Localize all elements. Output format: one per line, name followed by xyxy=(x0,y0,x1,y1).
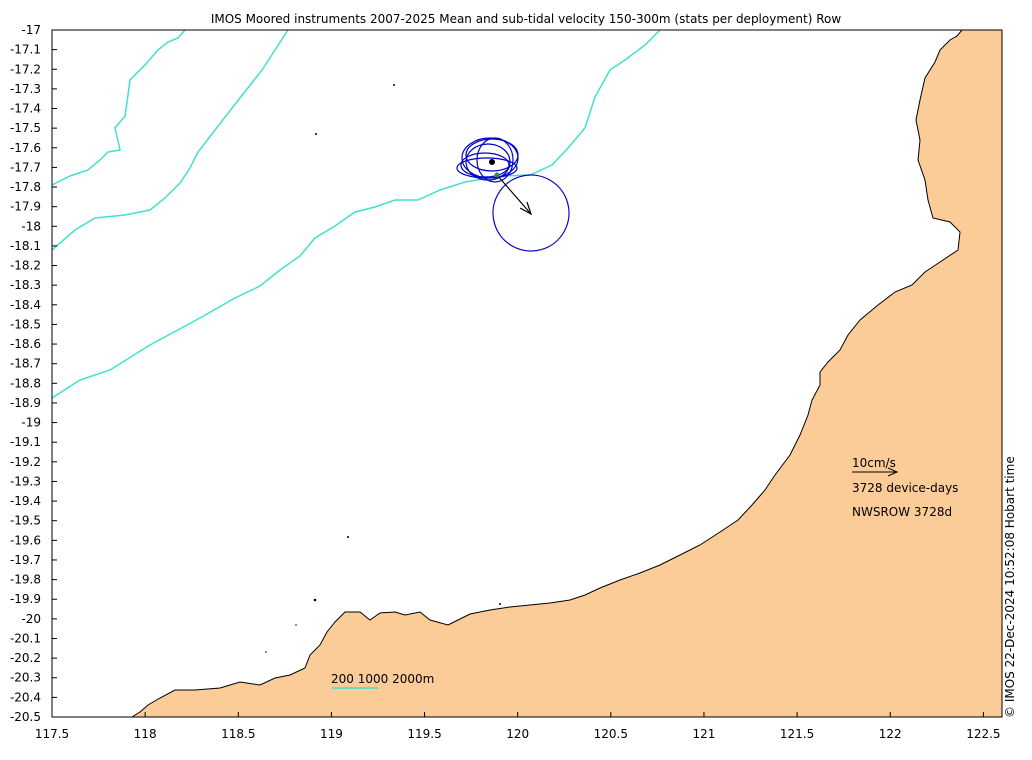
ellipse-main xyxy=(492,174,570,252)
y-tick-label: -18.5 xyxy=(10,317,41,331)
y-tick-label: -18.6 xyxy=(10,337,41,351)
x-tick-label: 120.5 xyxy=(594,727,628,741)
ellipse-4 xyxy=(460,152,510,178)
y-tick-label: -18.8 xyxy=(10,376,41,390)
y-tick-label: -18.3 xyxy=(10,278,41,292)
credit-label: © IMOS 22-Dec-2024 10:52:08 Hobart time xyxy=(1003,456,1017,718)
y-tick-label: -19.2 xyxy=(10,455,41,469)
x-tick-label: 118 xyxy=(134,727,157,741)
y-tick-label: -18 xyxy=(21,219,41,233)
plot-frame xyxy=(51,29,1003,718)
y-tick-label: -17.5 xyxy=(10,121,41,135)
isobaths xyxy=(51,29,661,399)
y-tick-label: -17.3 xyxy=(10,82,41,96)
y-tick-label: -20.5 xyxy=(10,710,41,724)
y-tick-label: -17.4 xyxy=(10,102,41,116)
y-tick-label: -17.7 xyxy=(10,160,41,174)
ellipse-3 xyxy=(465,138,519,172)
y-tick-label: -19.1 xyxy=(10,435,41,449)
y-tick-label: -18.1 xyxy=(10,239,41,253)
y-tick-label: -18.9 xyxy=(10,396,41,410)
chart-title: IMOS Moored instruments 2007-2025 Mean a… xyxy=(211,12,842,26)
x-axis: 117.5 118 118.5 119 119.5 120 120.5 121 121.5 122… xyxy=(35,712,1001,741)
y-tick-label: -17.1 xyxy=(10,43,41,57)
x-tick-label: 118.5 xyxy=(221,727,255,741)
x-tick-label: 119 xyxy=(320,727,343,741)
x-tick-label: 122 xyxy=(879,727,902,741)
y-tick-label: -19.8 xyxy=(10,573,41,587)
y-axis: -17 -17.1 -17.2 -17.3 -17.4 -17.5 -17.6 -17.7 -1… xyxy=(10,23,57,724)
device-days-label: 3728 device-days xyxy=(852,481,958,495)
y-tick-label: -19.6 xyxy=(10,533,41,547)
y-tick-label: -20.4 xyxy=(10,690,41,704)
x-tick-label: 119.5 xyxy=(407,727,441,741)
y-tick-label: -19.5 xyxy=(10,514,41,528)
y-tick-label: -19.7 xyxy=(10,553,41,567)
y-tick-label: -19.9 xyxy=(10,592,41,606)
y-tick-label: -20.1 xyxy=(10,631,41,645)
x-tick-label: 121.5 xyxy=(780,727,814,741)
scale-arrow xyxy=(852,467,899,477)
ellipse-5 xyxy=(476,137,514,183)
velocity-ellipses xyxy=(456,137,570,252)
y-tick-label: -19.4 xyxy=(10,494,41,508)
islets xyxy=(265,84,501,653)
ellipse-6 xyxy=(456,157,518,179)
y-tick-label: -17 xyxy=(21,23,41,37)
y-tick-label: -17.6 xyxy=(10,141,41,155)
x-tick-label: 120 xyxy=(506,727,529,741)
y-tick-label: -19.3 xyxy=(10,474,41,488)
y-tick-label: -17.2 xyxy=(10,62,41,76)
y-tick-label: -20.3 xyxy=(10,671,41,685)
x-tick-label: 121 xyxy=(693,727,716,741)
y-tick-label: -20.2 xyxy=(10,651,41,665)
y-tick-label: -20 xyxy=(21,612,41,626)
y-tick-label: -18.2 xyxy=(10,259,41,273)
y-tick-label: -18.7 xyxy=(10,357,41,371)
y-tick-label: -19 xyxy=(21,416,41,430)
isobath-1500m xyxy=(51,29,661,399)
site-label: NWSROW 3728d xyxy=(852,505,952,519)
scale-label: 10cm/s xyxy=(852,456,896,470)
y-tick-label: -18.4 xyxy=(10,298,41,312)
x-tick-label: 122.5 xyxy=(966,727,1000,741)
isobath-200m xyxy=(51,29,186,186)
y-tick-label: -17.9 xyxy=(10,200,41,214)
x-tick-label: 117.5 xyxy=(35,727,69,741)
mean-velocity-arrow xyxy=(496,174,533,216)
y-tick-label: -17.8 xyxy=(10,180,41,194)
mooring-marker xyxy=(489,159,500,178)
isobath-1000m xyxy=(51,29,289,251)
depth-contour-label: 200 1000 2000m xyxy=(331,672,434,686)
land-mass xyxy=(130,29,1003,718)
